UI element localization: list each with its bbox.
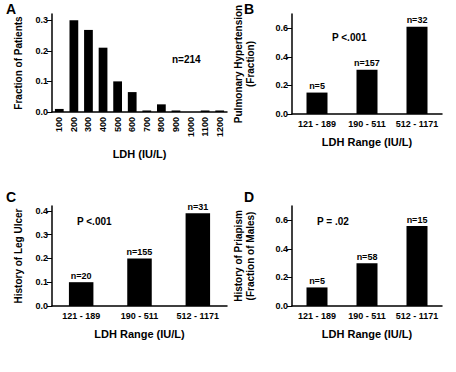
svg-text:n=31: n=31 xyxy=(187,202,208,212)
svg-text:0.3: 0.3 xyxy=(35,15,48,25)
svg-text:512 - 1171: 512 - 1171 xyxy=(177,311,220,321)
svg-text:900: 900 xyxy=(171,117,181,132)
svg-text:A: A xyxy=(6,1,16,17)
svg-text:190 - 511: 190 - 511 xyxy=(121,311,159,321)
svg-text:0.3: 0.3 xyxy=(35,230,48,240)
svg-text:121 - 189: 121 - 189 xyxy=(298,119,336,129)
svg-text:D: D xyxy=(244,189,254,205)
svg-text:400: 400 xyxy=(98,117,108,132)
svg-text:n=58: n=58 xyxy=(357,252,378,262)
svg-text:n=155: n=155 xyxy=(127,247,153,257)
svg-text:0.1: 0.1 xyxy=(35,76,48,86)
svg-text:n=157: n=157 xyxy=(354,58,380,68)
svg-text:512 - 1171: 512 - 1171 xyxy=(396,311,439,321)
svg-text:n=15: n=15 xyxy=(407,215,428,225)
svg-text:History of Priapism: History of Priapism xyxy=(233,210,244,302)
svg-text:0.0: 0.0 xyxy=(35,107,48,117)
svg-text:700: 700 xyxy=(142,117,152,132)
svg-text:0.2: 0.2 xyxy=(275,80,288,90)
svg-text:0.0: 0.0 xyxy=(275,301,288,311)
svg-text:1000: 1000 xyxy=(186,117,196,137)
svg-text:0.2: 0.2 xyxy=(35,253,48,263)
svg-text:121 - 189: 121 - 189 xyxy=(62,311,100,321)
svg-text:1100: 1100 xyxy=(200,117,210,137)
svg-text:300: 300 xyxy=(83,117,93,132)
svg-text:600: 600 xyxy=(127,117,137,132)
svg-text:(Fraction): (Fraction) xyxy=(245,41,256,87)
svg-text:1200: 1200 xyxy=(215,117,225,137)
svg-text:B: B xyxy=(244,1,254,17)
svg-text:0.0: 0.0 xyxy=(35,301,48,311)
svg-text:Pulmonary Hypertension: Pulmonary Hypertension xyxy=(233,5,244,123)
svg-text:P = .02: P = .02 xyxy=(317,216,349,227)
svg-text:0.6: 0.6 xyxy=(275,215,288,225)
svg-text:190 - 511: 190 - 511 xyxy=(348,311,386,321)
svg-text:121 - 189: 121 - 189 xyxy=(298,311,336,321)
svg-text:LDH (IU/L): LDH (IU/L) xyxy=(113,148,167,160)
svg-text:512 - 1171: 512 - 1171 xyxy=(396,119,439,129)
svg-text:0.2: 0.2 xyxy=(275,272,288,282)
svg-text:n=214: n=214 xyxy=(172,54,201,65)
svg-text:LDH Range (IU/L): LDH Range (IU/L) xyxy=(94,328,185,340)
svg-text:(Fraction of Males): (Fraction of Males) xyxy=(245,212,256,301)
svg-text:LDH Range (IU/L): LDH Range (IU/L) xyxy=(322,328,413,340)
svg-text:500: 500 xyxy=(113,117,123,132)
svg-text:0.1: 0.1 xyxy=(35,277,48,287)
svg-text:190 - 511: 190 - 511 xyxy=(348,119,386,129)
svg-text:200: 200 xyxy=(69,117,79,132)
svg-text:Fraction of Patients: Fraction of Patients xyxy=(13,16,24,110)
svg-text:100: 100 xyxy=(54,117,64,132)
svg-text:P <.001: P <.001 xyxy=(77,216,112,227)
svg-text:History of Leg Ulcer: History of Leg Ulcer xyxy=(13,208,24,303)
svg-text:n=32: n=32 xyxy=(407,15,428,25)
svg-text:0.2: 0.2 xyxy=(35,46,48,56)
svg-text:0.4: 0.4 xyxy=(275,52,288,62)
svg-text:0.6: 0.6 xyxy=(275,23,288,33)
svg-text:800: 800 xyxy=(156,117,166,132)
svg-text:LDH Range (IU/L): LDH Range (IU/L) xyxy=(322,136,413,148)
svg-text:n=5: n=5 xyxy=(309,276,325,286)
svg-text:0.0: 0.0 xyxy=(275,109,288,119)
svg-text:P <.001: P <.001 xyxy=(332,32,367,43)
svg-text:n=5: n=5 xyxy=(309,81,325,91)
svg-text:C: C xyxy=(6,189,16,205)
svg-text:0.4: 0.4 xyxy=(275,244,288,254)
svg-text:n=20: n=20 xyxy=(71,271,92,281)
svg-text:0.4: 0.4 xyxy=(35,206,48,216)
